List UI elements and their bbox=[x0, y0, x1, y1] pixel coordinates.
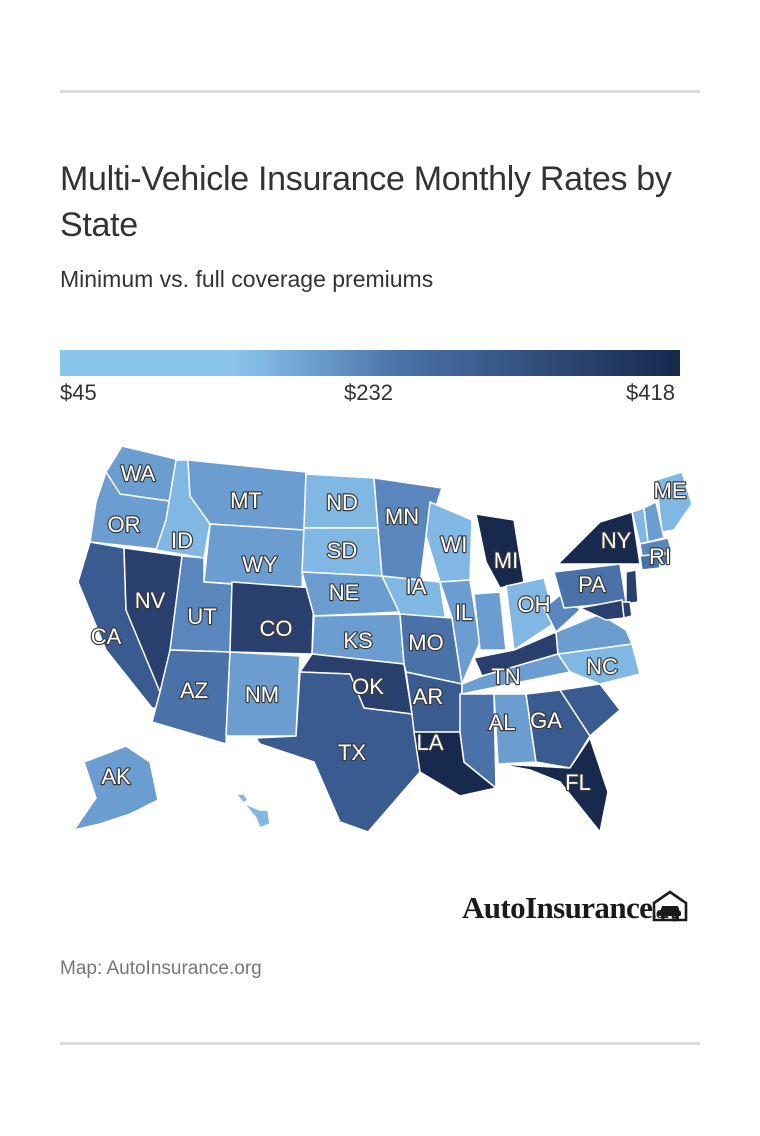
state-ny bbox=[557, 511, 641, 565]
state-nj bbox=[625, 569, 639, 605]
state-label-al: AL bbox=[489, 710, 516, 735]
state-in bbox=[473, 591, 507, 651]
page-subtitle: Minimum vs. full coverage premiums bbox=[60, 266, 434, 292]
map-source: Map: AutoInsurance.org bbox=[60, 958, 262, 979]
state-label-nc: NC bbox=[586, 654, 618, 679]
state-label-tn: TN bbox=[491, 664, 520, 689]
state-tx bbox=[255, 671, 421, 833]
bottom-divider bbox=[60, 1042, 700, 1045]
state-label-ca: CA bbox=[91, 624, 122, 649]
state-label-or: OR bbox=[108, 512, 141, 537]
state-label-ne: NE bbox=[329, 580, 360, 605]
page-title: Multi-Vehicle Insurance Monthly Rates by… bbox=[60, 160, 672, 244]
state-label-la: LA bbox=[417, 730, 444, 755]
state-il bbox=[439, 579, 481, 685]
state-label-fl: FL bbox=[565, 770, 591, 795]
state-label-wa: WA bbox=[121, 461, 156, 486]
legend-max-label: $418 bbox=[626, 380, 675, 405]
state-label-ut: UT bbox=[187, 604, 216, 629]
state-label-id: ID bbox=[171, 528, 193, 553]
legend-mid-label: $232 bbox=[344, 380, 393, 405]
top-divider bbox=[60, 90, 700, 93]
state-label-ak: AK bbox=[101, 764, 131, 789]
state-label-wi: WI bbox=[441, 532, 468, 557]
state-label-mt: MT bbox=[230, 488, 262, 513]
state-label-nv: NV bbox=[135, 588, 166, 613]
state-nh bbox=[643, 501, 665, 543]
state-ms bbox=[459, 693, 497, 789]
state-label-az: AZ bbox=[180, 678, 208, 703]
us-choropleth-map: WA OR CA NV ID MT WY UT AZ CO NM ND SD NE KS OK TX MN IA MO… bbox=[73, 445, 693, 833]
state-az bbox=[151, 649, 231, 745]
state-label-me: ME bbox=[654, 478, 687, 503]
state-label-wy: WY bbox=[242, 552, 278, 577]
legend-min-label: $45 bbox=[60, 380, 97, 405]
state-label-mi: MI bbox=[494, 548, 518, 573]
state-label-nm: NM bbox=[245, 682, 279, 707]
state-label-oh: OH bbox=[518, 592, 551, 617]
state-label-ri: RI bbox=[649, 544, 671, 569]
state-label-ok: OK bbox=[352, 674, 384, 699]
state-ak bbox=[73, 745, 159, 831]
state-label-nd: ND bbox=[326, 490, 358, 515]
autoinsurance-logo: AutoInsurance.org bbox=[462, 890, 679, 925]
state-label-il: IL bbox=[455, 600, 473, 625]
state-label-ia: IA bbox=[406, 574, 427, 599]
state-label-co: CO bbox=[260, 616, 293, 641]
state-label-mn: MN bbox=[385, 504, 419, 529]
state-label-tx: TX bbox=[338, 740, 366, 765]
state-ma bbox=[639, 537, 673, 557]
state-label-ny: NY bbox=[601, 528, 632, 553]
state-md bbox=[579, 599, 625, 621]
state-label-ar: AR bbox=[413, 684, 444, 709]
legend-color-scale bbox=[60, 350, 680, 376]
state-label-sd: SD bbox=[327, 538, 358, 563]
state-label-ga: GA bbox=[530, 708, 562, 733]
state-hi bbox=[235, 793, 271, 829]
state-fl bbox=[497, 737, 609, 833]
state-ct bbox=[639, 553, 661, 571]
state-label-pa: PA bbox=[578, 572, 606, 597]
state-label-mo: MO bbox=[408, 630, 443, 655]
car-garage-icon bbox=[652, 890, 688, 922]
state-label-ks: KS bbox=[343, 628, 372, 653]
state-va bbox=[555, 613, 633, 655]
state-sc bbox=[559, 683, 621, 737]
